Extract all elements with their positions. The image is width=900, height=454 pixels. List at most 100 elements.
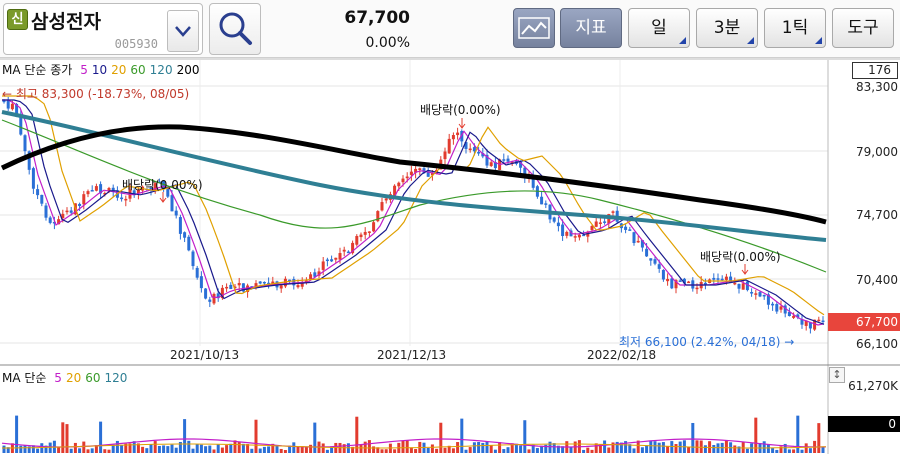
candle-body xyxy=(720,278,724,281)
candle-body xyxy=(519,161,523,168)
candle-body xyxy=(447,138,451,154)
volume-bar xyxy=(372,446,376,453)
volume-bar xyxy=(531,444,535,453)
volume-bar xyxy=(233,440,237,453)
volume-bar xyxy=(283,449,287,453)
volume-bar xyxy=(145,448,149,453)
candle-body xyxy=(40,194,44,204)
candle-body xyxy=(409,171,413,175)
volume-bar xyxy=(687,446,691,453)
candle-body xyxy=(712,277,716,280)
candle-body xyxy=(191,251,195,267)
volume-bar xyxy=(275,445,279,453)
candle-body xyxy=(300,282,304,287)
volume-bar xyxy=(149,444,153,453)
volume-bar xyxy=(313,422,317,453)
tick-button[interactable]: 1틱 xyxy=(764,8,826,48)
candle-body xyxy=(334,257,338,260)
candle-body xyxy=(544,203,548,205)
price-ma-20-label: 20 xyxy=(111,63,127,77)
volume-bar xyxy=(99,421,103,453)
volume-bar xyxy=(611,442,615,453)
volume-bar xyxy=(229,443,233,453)
tools-button[interactable]: 도구 xyxy=(832,8,894,48)
volume-bar xyxy=(69,448,73,453)
volume-bar xyxy=(44,445,48,453)
volume-bar xyxy=(645,445,649,453)
candle-body xyxy=(745,281,749,291)
volume-bar xyxy=(485,441,489,453)
candle-body xyxy=(502,159,506,161)
chart-type-button[interactable] xyxy=(513,8,555,48)
resize-arrow-icon[interactable]: ↕ xyxy=(829,367,845,383)
candle-body xyxy=(309,274,313,280)
candle-body xyxy=(464,142,468,149)
volume-bar xyxy=(384,449,388,453)
candle-body xyxy=(771,303,775,306)
candle-body xyxy=(611,211,615,213)
candle-body xyxy=(380,202,384,211)
candle-body xyxy=(393,185,397,196)
candle-body xyxy=(624,226,628,230)
candle-body xyxy=(48,217,52,223)
tick-label: 1틱 xyxy=(781,18,809,38)
volume-bar xyxy=(94,445,98,453)
candle-body xyxy=(800,319,804,325)
stock-name: 삼성전자 xyxy=(31,11,101,33)
volume-bar xyxy=(477,442,481,453)
volume-bar xyxy=(535,448,539,453)
candle-body xyxy=(443,151,447,160)
search-button[interactable] xyxy=(209,3,261,55)
candle-body xyxy=(2,99,6,103)
candle-body xyxy=(359,234,363,238)
stock-dropdown-button[interactable] xyxy=(167,10,199,52)
credit-badge-icon: 신 xyxy=(7,9,28,30)
candle-body xyxy=(573,236,577,238)
corner-marker-icon xyxy=(815,37,822,44)
volume-bar xyxy=(691,422,695,453)
candle-body xyxy=(170,195,174,212)
volume-bar xyxy=(170,444,174,453)
volume-bar xyxy=(552,443,556,453)
volume-bar xyxy=(510,443,514,453)
low-price-annotation: 최저 66,100 (2.42%, 04/18) → xyxy=(619,335,795,349)
volume-bar xyxy=(657,442,661,453)
candle-body xyxy=(372,222,376,232)
volume-bar xyxy=(821,446,825,453)
candle-body xyxy=(649,258,653,261)
candle-body xyxy=(279,285,283,289)
ma-120-line xyxy=(1,110,827,242)
candle-body xyxy=(99,184,103,194)
volume-ma-legend: MA 단순 5 20 60 120 xyxy=(2,369,131,386)
volume-bar xyxy=(745,448,749,453)
volume-bar xyxy=(296,446,300,453)
price-ma-200-label: 200 xyxy=(176,63,200,77)
volume-bar xyxy=(225,445,229,453)
candle-body xyxy=(363,231,367,235)
volume-bar xyxy=(304,446,308,453)
volume-bar xyxy=(321,443,325,453)
high-price-annotation: ← 최고 83,300 (-18.73%, 08/05) xyxy=(2,87,190,101)
volume-bar xyxy=(695,440,699,453)
volume-bar xyxy=(40,443,44,453)
volume-bar xyxy=(703,445,707,453)
indicator-button[interactable]: 지표 xyxy=(560,8,622,48)
y-tick-label: 83,300 xyxy=(856,80,898,94)
interval-button[interactable]: 3분 xyxy=(696,8,758,48)
volume-bar xyxy=(82,441,86,453)
candle-body xyxy=(657,264,661,269)
volume-bar xyxy=(561,446,565,453)
candle-body xyxy=(640,240,644,248)
volume-bar xyxy=(57,446,61,453)
dividend-annotation: 배당락(0.00%) xyxy=(700,250,781,264)
candle-body xyxy=(317,271,321,276)
candle-body xyxy=(199,276,203,289)
volume-bar xyxy=(674,444,678,453)
candle-body xyxy=(804,320,808,326)
stock-selector[interactable]: 신 삼성전자 005930 xyxy=(3,3,203,55)
candle-body xyxy=(187,236,191,251)
period-button[interactable]: 일 xyxy=(628,8,690,48)
candle-body xyxy=(485,154,489,166)
stock-code: 005930 xyxy=(114,37,158,51)
